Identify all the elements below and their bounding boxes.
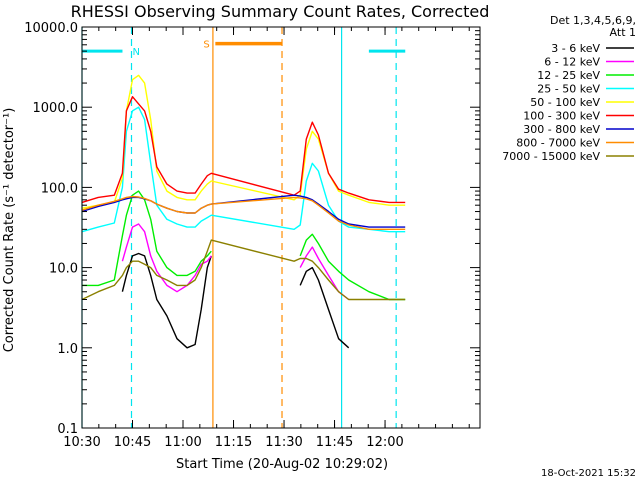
- footer-timestamp: 18-Oct-2021 15:32: [541, 468, 636, 479]
- plot-frame: [81, 26, 481, 429]
- series-layer: [81, 74, 406, 349]
- x-tick-label: 10:30: [63, 435, 100, 450]
- x-axis-label: Start Time (20-Aug-02 10:29:02): [176, 457, 388, 472]
- chart-title: RHESSI Observing Summary Count Rates, Co…: [71, 2, 490, 21]
- legend-header: Att 1: [610, 26, 636, 39]
- x-tick-label: 12:00: [366, 435, 403, 450]
- series-line: [81, 106, 406, 233]
- legend-entry: 6 - 12 keV: [544, 56, 600, 69]
- legend-entry: 12 - 25 keV: [537, 69, 600, 82]
- y-axis-label: Corrected Count Rate (s⁻¹ detector⁻¹): [2, 108, 17, 353]
- night-bar-label: N: [132, 47, 139, 58]
- y-tick-label: 0.1: [57, 422, 78, 437]
- series-line: [81, 96, 406, 204]
- y-tick-label: 10000.0: [24, 21, 78, 36]
- axes: 10:30 10:45 11:00 11:15 11:30 11:45 12:00 0.1 1.…: [24, 21, 481, 450]
- y-tick-label: 100.0: [41, 181, 78, 196]
- y-tick-label: 1000.0: [33, 101, 79, 116]
- legend-entry: 7000 - 15000 keV: [502, 150, 600, 163]
- legend-entry: 25 - 50 keV: [537, 83, 600, 96]
- x-tick-label: 11:45: [316, 435, 353, 450]
- series-line: [121, 252, 350, 349]
- legend-entry: 3 - 6 keV: [551, 42, 600, 55]
- legend-entry: 300 - 800 keV: [523, 123, 600, 136]
- series-line: [81, 195, 406, 230]
- y-tick-label: 10.0: [49, 262, 78, 277]
- series-line: [81, 74, 406, 209]
- legend-entry: 100 - 300 keV: [523, 110, 600, 123]
- series-line: [81, 239, 406, 301]
- x-tick-label: 11:00: [164, 435, 201, 450]
- legend-header: Det 1,3,4,5,6,9,: [550, 14, 636, 27]
- y-tick-label: 1.0: [57, 342, 78, 357]
- series-line: [121, 223, 350, 301]
- x-tick-label: 11:30: [265, 435, 302, 450]
- x-tick-label: 11:15: [215, 435, 252, 450]
- legend-entry: 50 - 100 keV: [530, 96, 600, 109]
- x-tick-label: 10:45: [114, 435, 151, 450]
- legend-entry: 800 - 7000 keV: [516, 137, 600, 150]
- saa-bar-label: S: [203, 40, 209, 51]
- series-line: [82, 190, 406, 301]
